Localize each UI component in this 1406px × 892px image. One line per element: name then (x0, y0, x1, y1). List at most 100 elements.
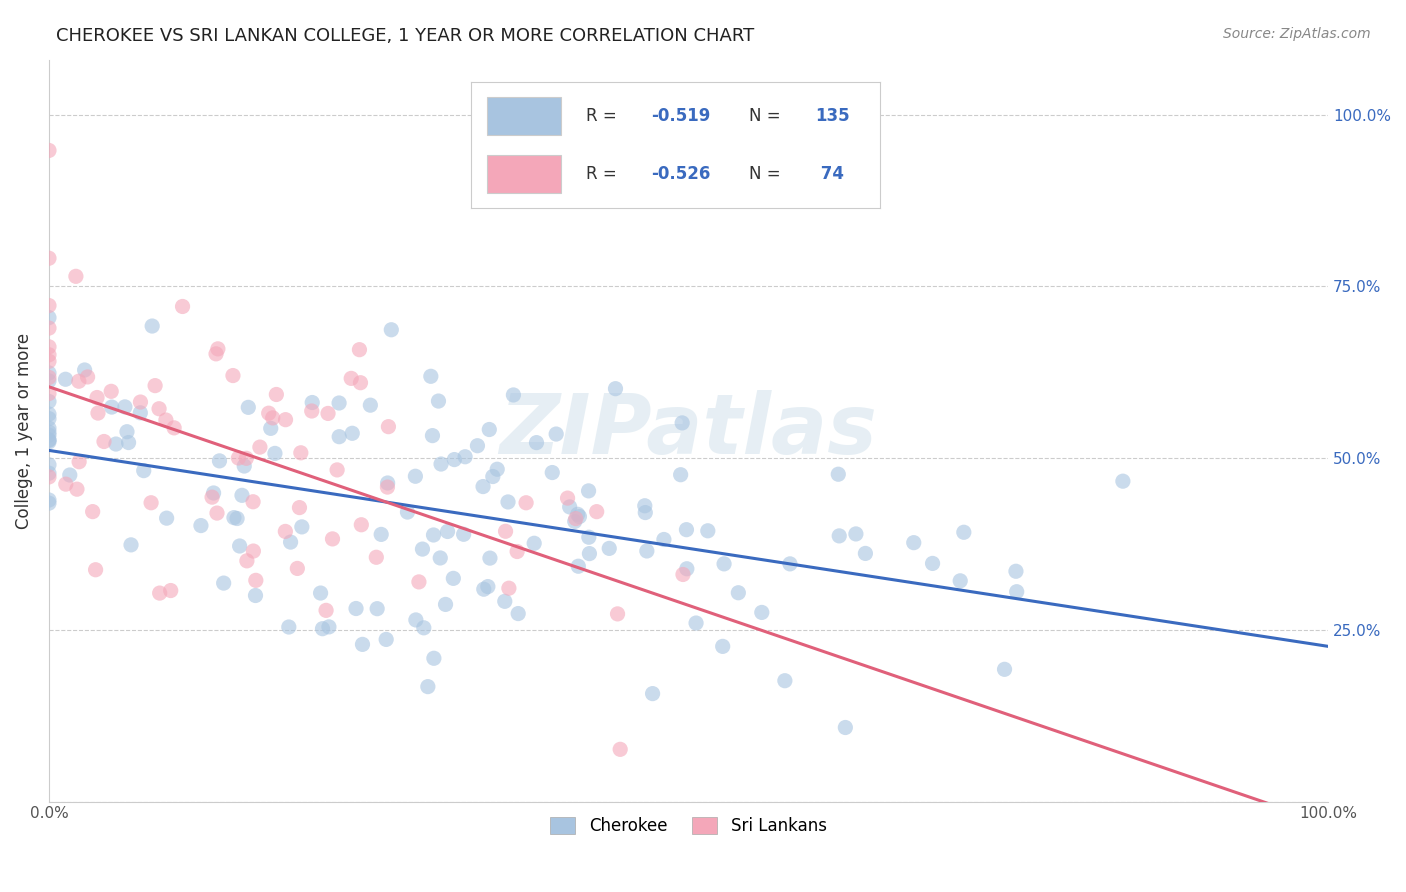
Point (328, 396, 350, 410)
Point (260, 421, 283, 435)
Point (541, 466, 564, 480)
Point (634, 506, 657, 520)
Point (55, 477, 77, 491)
Point (429, 551, 451, 566)
Point (671, 416, 693, 430)
Point (454, 450, 477, 464)
Point (430, 457, 453, 471)
Point (834, 721, 856, 735)
Point (321, 532, 343, 546)
Point (231, 488, 253, 502)
Point (953, 525, 976, 540)
Point (568, 509, 591, 524)
Point (59, 468, 82, 483)
Point (526, 435, 548, 450)
Point (290, 446, 312, 460)
Point (163, 421, 186, 435)
Point (482, 469, 505, 483)
Point (478, 423, 501, 437)
Point (301, 404, 323, 418)
Point (328, 430, 350, 444)
Point (416, 680, 439, 694)
Point (494, 594, 516, 608)
Point (245, 574, 267, 588)
Point (349, 343, 371, 357)
Point (652, 533, 675, 547)
Point (38, 354, 60, 368)
Point (288, 500, 311, 515)
Point (453, 527, 475, 541)
Point (609, 742, 631, 756)
Point (496, 495, 519, 509)
Point (419, 369, 441, 384)
Point (508, 607, 530, 621)
Point (326, 463, 349, 477)
Point (86, 391, 108, 405)
Point (156, 511, 179, 525)
Point (515, 496, 537, 510)
Point (370, 527, 392, 541)
Point (845, 527, 868, 541)
Point (38, 458, 60, 472)
Point (38, 374, 60, 388)
Point (405, 613, 427, 627)
Point (132, 464, 155, 478)
Point (443, 452, 465, 467)
Point (38, 251, 60, 265)
Point (249, 440, 271, 454)
Point (478, 551, 501, 566)
Y-axis label: College, 1 year or more: College, 1 year or more (15, 333, 32, 529)
Point (274, 412, 297, 426)
Point (606, 607, 628, 621)
Point (993, 662, 1015, 676)
Point (148, 401, 170, 416)
Point (472, 582, 495, 597)
Point (506, 544, 529, 558)
Point (104, 437, 127, 451)
Point (87, 406, 110, 420)
Point (564, 515, 586, 529)
Point (228, 539, 250, 553)
Point (38, 467, 60, 481)
Point (605, 382, 627, 396)
Point (498, 581, 520, 595)
Point (375, 632, 398, 647)
Point (342, 426, 364, 441)
Point (411, 542, 433, 557)
Point (558, 500, 581, 514)
Point (257, 406, 280, 420)
Point (266, 387, 288, 401)
Point (486, 462, 509, 476)
Point (685, 615, 707, 630)
Point (84, 563, 107, 577)
Point (567, 508, 589, 522)
Point (1005, 564, 1028, 578)
Point (236, 554, 259, 568)
Point (242, 544, 264, 558)
Point (201, 490, 224, 504)
Point (903, 535, 925, 549)
Point (350, 517, 373, 532)
Point (598, 541, 620, 556)
Point (359, 398, 381, 412)
Text: ZIPatlas: ZIPatlas (499, 390, 877, 471)
Point (855, 546, 877, 560)
Point (380, 323, 402, 337)
Point (827, 467, 849, 482)
Point (751, 606, 773, 620)
Point (578, 530, 600, 544)
Point (773, 673, 796, 688)
Point (779, 557, 801, 571)
Legend: Cherokee, Sri Lankans: Cherokee, Sri Lankans (540, 807, 837, 846)
Point (344, 601, 367, 615)
Point (76, 370, 98, 384)
Point (66, 482, 89, 496)
Point (434, 598, 457, 612)
Point (262, 411, 284, 425)
Point (117, 435, 139, 450)
Point (641, 687, 664, 701)
Point (38, 493, 60, 508)
Point (422, 428, 444, 442)
Point (422, 528, 444, 542)
Point (172, 300, 194, 314)
